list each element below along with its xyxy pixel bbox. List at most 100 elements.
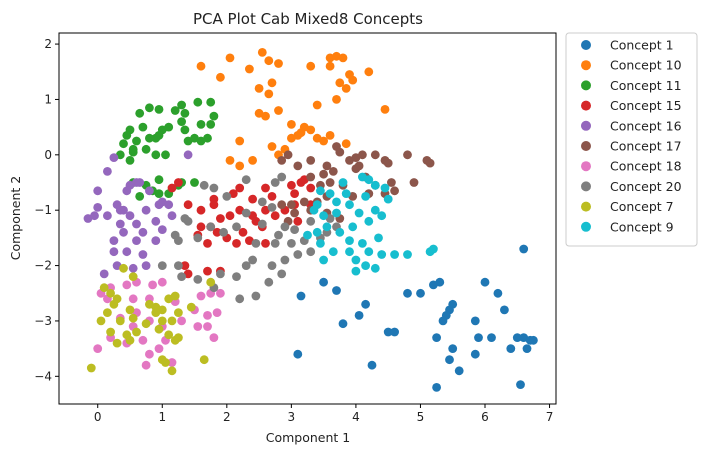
point-3-17 [122, 131, 132, 140]
point-4-12 [287, 180, 296, 190]
point-6-26 [390, 186, 399, 196]
point-7-13 [216, 288, 225, 298]
point-2-7 [306, 61, 316, 71]
point-1-4 [416, 288, 425, 298]
point-7-33 [154, 344, 164, 353]
point-4-11 [267, 192, 277, 201]
point-3-9 [177, 117, 187, 126]
point-8-29 [293, 250, 303, 259]
legend-marker-8 [581, 181, 591, 192]
point-10-11 [345, 200, 354, 210]
point-7-29 [141, 360, 151, 370]
point-3-32 [206, 120, 216, 129]
point-8-31 [267, 261, 277, 270]
point-3-5 [193, 97, 203, 107]
point-6-12 [351, 164, 361, 174]
point-9-36 [151, 308, 161, 317]
legend-label-2: Concept 10 [610, 58, 682, 73]
point-9-6 [128, 313, 138, 323]
point-1-32 [338, 319, 348, 329]
point-7-16 [212, 308, 222, 317]
point-5-2 [103, 167, 112, 176]
y-tick-label: 2 [44, 37, 52, 51]
point-9-29 [161, 358, 170, 367]
point-10-17 [354, 208, 364, 218]
point-8-2 [209, 183, 219, 193]
point-9-37 [115, 316, 125, 326]
point-3-20 [145, 133, 154, 143]
point-10-6 [364, 175, 374, 185]
point-10-18 [370, 205, 380, 215]
point-3-42 [154, 175, 164, 185]
x-tick-label: 4 [352, 410, 360, 424]
point-10-30 [328, 247, 338, 257]
point-1-26 [470, 349, 480, 359]
plot-frame [58, 32, 557, 405]
point-4-3 [183, 200, 193, 210]
point-2-13 [348, 75, 358, 85]
point-2-6 [274, 59, 283, 68]
point-7-5 [148, 280, 158, 290]
point-9-12 [174, 308, 183, 317]
point-10-29 [374, 233, 383, 243]
point-3-18 [119, 139, 128, 149]
x-tick-label: 5 [417, 410, 425, 424]
point-5-12 [93, 203, 103, 212]
point-8-5 [277, 172, 287, 182]
point-8-41 [193, 275, 203, 284]
point-8-30 [280, 255, 290, 265]
point-5-34 [99, 269, 109, 279]
point-8-23 [270, 239, 280, 248]
x-axis-label: Component 1 [266, 430, 351, 445]
point-5-27 [109, 236, 119, 246]
point-1-3 [429, 280, 438, 290]
point-1-30 [390, 327, 399, 337]
point-8-15 [206, 222, 216, 232]
point-2-34 [287, 133, 296, 143]
point-2-24 [261, 111, 270, 121]
point-10-28 [358, 239, 367, 248]
point-9-20 [125, 335, 135, 345]
point-9-17 [141, 319, 151, 329]
point-5-18 [138, 227, 148, 237]
legend-marker-2 [581, 60, 591, 71]
point-8-11 [183, 216, 193, 226]
point-9-27 [174, 333, 183, 342]
point-2-17 [267, 78, 277, 88]
point-9-13 [186, 302, 196, 312]
point-1-31 [367, 360, 377, 370]
point-2-30 [296, 128, 306, 138]
point-5-19 [151, 216, 161, 226]
legend-marker-5 [581, 120, 591, 131]
point-2-3 [196, 61, 206, 71]
point-4-29 [238, 227, 248, 237]
point-3-6 [206, 97, 216, 107]
point-9-16 [154, 324, 164, 334]
point-9-18 [132, 327, 141, 337]
point-6-1 [306, 156, 316, 165]
point-9-1 [99, 283, 109, 293]
point-5-29 [122, 247, 132, 257]
legend-label-8: Concept 20 [610, 179, 682, 194]
point-3-37 [135, 192, 145, 201]
point-3-31 [196, 120, 206, 129]
point-7-17 [203, 322, 212, 331]
point-10-22 [335, 227, 345, 237]
point-6-14 [319, 169, 328, 179]
point-5-16 [115, 219, 125, 229]
point-2-18 [254, 84, 264, 93]
point-1-36 [293, 349, 303, 359]
point-2-22 [312, 100, 322, 110]
point-4-9 [248, 194, 257, 204]
point-10-2 [325, 189, 335, 199]
point-5-38 [141, 205, 151, 215]
point-5-15 [132, 219, 141, 229]
point-9-31 [199, 355, 209, 365]
point-7-27 [93, 344, 103, 353]
point-5-17 [119, 227, 128, 237]
point-8-45 [306, 216, 316, 226]
point-1-20 [529, 335, 538, 345]
point-7-6 [157, 277, 167, 287]
point-3-19 [132, 136, 141, 146]
point-4-8 [235, 183, 245, 193]
